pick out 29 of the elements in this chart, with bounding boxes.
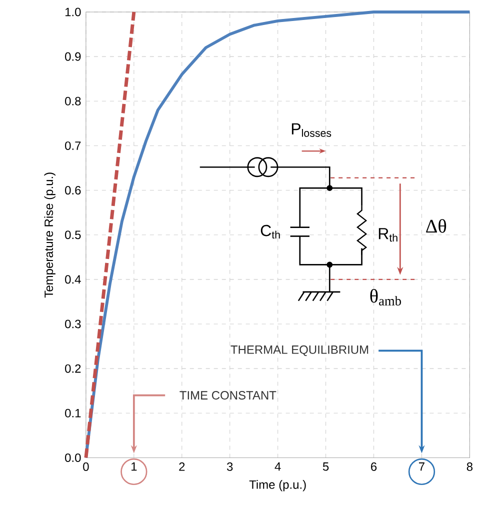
y-tick-label: 1.0 (65, 8, 81, 16)
x-tick-label: 3 (226, 462, 232, 471)
y-tick-label: 0.7 (64, 141, 80, 150)
annotation: TIME CONSTANT (179, 391, 276, 400)
annotation: θ$_{amb}$ (370, 289, 401, 306)
annotation: THERMAL EQUILIBRIUM (230, 345, 368, 356)
y-tick-label: 0.4 (64, 275, 81, 284)
annotation: R$_{th}$ (378, 228, 398, 242)
annotation: C$_{th}$ (260, 224, 280, 239)
y-tick-label: 0.1 (64, 408, 80, 418)
y-tick-label: 0.8 (64, 96, 80, 106)
y-axis-title: Temperature Rise (p.u.) (44, 172, 56, 298)
y-tick-label: 0.2 (64, 364, 80, 373)
x-axis-title: Time (p.u.) (249, 480, 306, 492)
x-tick-label: 4 (274, 462, 281, 471)
annotation: Δθ (426, 219, 446, 233)
x-tick-label: 7 (418, 462, 424, 471)
y-tick-label: 0.6 (64, 186, 80, 195)
x-tick-label: 1 (131, 462, 136, 471)
y-tick-label: 0.0 (64, 453, 81, 462)
x-tick-label: 0 (82, 462, 89, 471)
x-tick-label: 8 (466, 462, 472, 471)
x-tick-label: 5 (322, 462, 328, 471)
y-tick-label: 0.9 (64, 52, 80, 61)
annotation: P$_{losses}$ (292, 123, 331, 137)
x-tick-label: 6 (370, 462, 376, 471)
x-tick-label: 2 (178, 462, 184, 471)
y-tick-label: 0.3 (64, 320, 80, 328)
y-tick-label: 0.5 (64, 230, 80, 240)
